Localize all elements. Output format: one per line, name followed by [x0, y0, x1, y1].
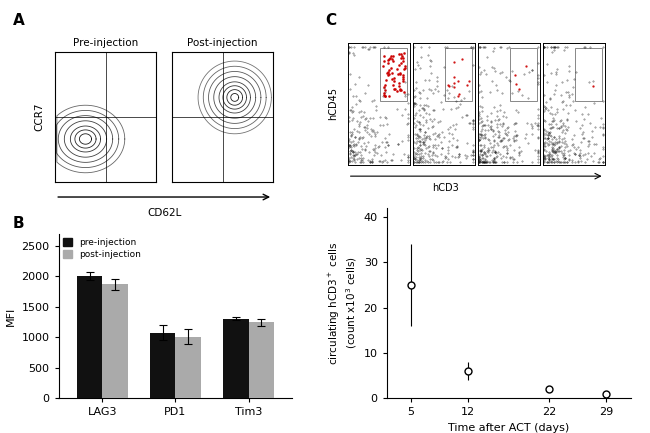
- Bar: [176, 337, 201, 398]
- Y-axis label: circulating hCD3$^+$ cells
(count x10$^3$ cells): circulating hCD3$^+$ cells (count x10$^3…: [327, 241, 359, 365]
- Bar: [248, 322, 274, 398]
- Bar: [77, 276, 103, 398]
- Text: A: A: [13, 13, 25, 28]
- Text: B: B: [13, 216, 25, 232]
- Legend: pre-injection, post-injection: pre-injection, post-injection: [63, 238, 141, 259]
- Bar: [445, 48, 472, 101]
- X-axis label: Time after ACT (days): Time after ACT (days): [448, 423, 569, 433]
- Text: CD62L: CD62L: [147, 208, 181, 218]
- Bar: [223, 319, 248, 398]
- Text: hCD45: hCD45: [328, 87, 339, 120]
- Bar: [150, 333, 176, 398]
- Bar: [102, 284, 128, 398]
- Text: CCR7: CCR7: [34, 103, 44, 131]
- Text: Post-injection: Post-injection: [187, 38, 258, 48]
- Bar: [510, 48, 537, 101]
- Bar: [575, 48, 602, 101]
- Bar: [380, 48, 407, 101]
- Y-axis label: MFI: MFI: [6, 307, 16, 326]
- Text: C: C: [325, 13, 336, 28]
- Text: Pre-injection: Pre-injection: [73, 38, 138, 48]
- Text: hCD3: hCD3: [432, 183, 459, 193]
